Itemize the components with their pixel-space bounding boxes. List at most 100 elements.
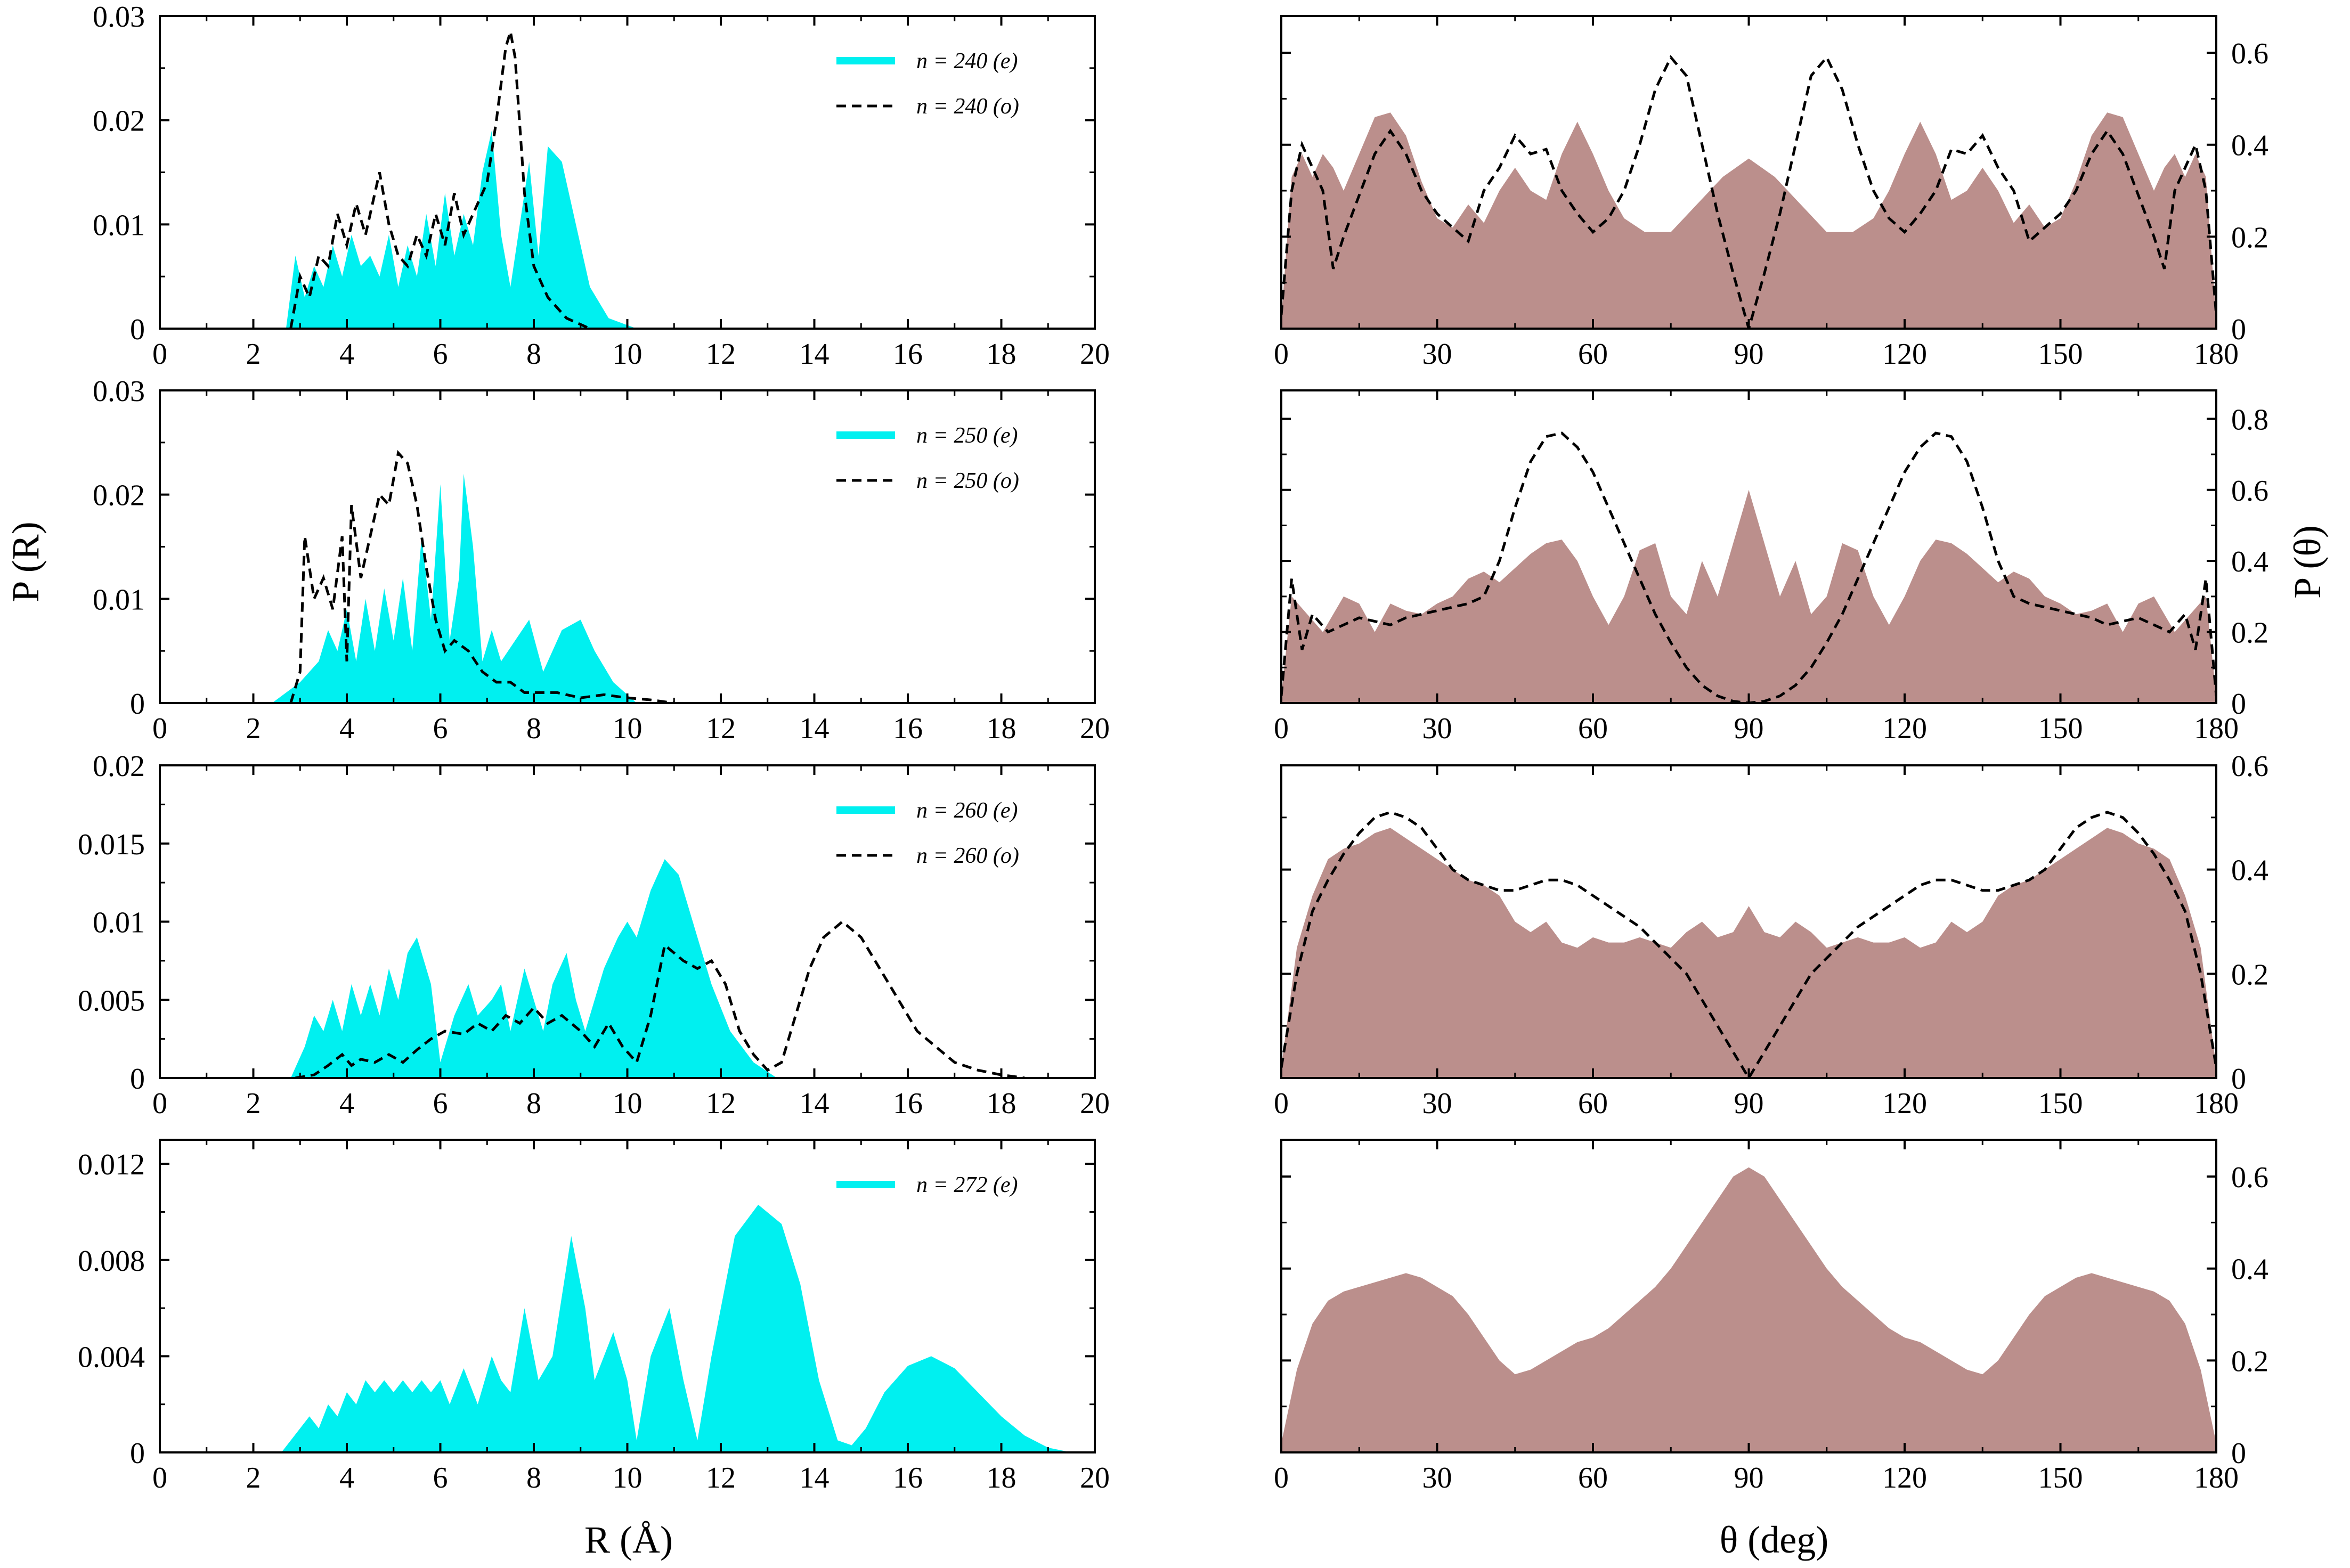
x-tick-label: 12 bbox=[706, 712, 736, 745]
series-fill-R-260-0 bbox=[290, 859, 777, 1078]
y-tick-label: 0.015 bbox=[78, 828, 145, 861]
plot-area bbox=[286, 31, 637, 329]
y-tick-label: 0.03 bbox=[93, 1, 145, 34]
x-tick-label: 12 bbox=[706, 1087, 736, 1120]
y-tick-label: 0.02 bbox=[93, 750, 145, 783]
x-tick-label: 30 bbox=[1422, 338, 1452, 371]
x-tick-label: 90 bbox=[1734, 712, 1764, 745]
x-tick-label: 18 bbox=[987, 338, 1017, 371]
x-tick-label: 14 bbox=[800, 1087, 830, 1120]
y-tick-label: 0.4 bbox=[2231, 854, 2268, 887]
x-tick-label: 150 bbox=[2038, 338, 2083, 371]
x-tick-label: 150 bbox=[2038, 1087, 2083, 1120]
series-line-theta-240-1 bbox=[1281, 55, 2216, 329]
plot-area bbox=[1281, 811, 2216, 1078]
x-tick-label: 18 bbox=[987, 1461, 1017, 1494]
x-tick-label: 20 bbox=[1080, 1087, 1110, 1120]
series-line-theta-250-1 bbox=[1281, 431, 2216, 703]
x-tick-label: 20 bbox=[1080, 338, 1110, 371]
plot-area bbox=[272, 450, 674, 703]
x-tick-label: 60 bbox=[1578, 1461, 1608, 1494]
panel-R-272: 0 2 4 6 8 10 12 14 16 18 20 0 0.004 0.008 0.012 n = 272… bbox=[78, 1139, 1110, 1494]
legend-label: n = 250 (e) bbox=[916, 423, 1018, 448]
series-fill-theta-250-0 bbox=[1281, 489, 2216, 703]
right-x-axis-label: θ (deg) bbox=[1720, 1518, 1828, 1561]
x-tick-label: 0 bbox=[1274, 338, 1289, 371]
x-tick-label: 10 bbox=[613, 712, 643, 745]
y-tick-label: 0.6 bbox=[2231, 37, 2268, 70]
x-tick-label: 0 bbox=[1274, 1461, 1289, 1494]
y-tick-label: 0.01 bbox=[93, 209, 145, 242]
x-tick-label: 2 bbox=[246, 1461, 261, 1494]
x-tick-label: 6 bbox=[433, 1087, 448, 1120]
x-tick-label: 180 bbox=[2194, 1087, 2239, 1120]
plot-area bbox=[290, 859, 1025, 1078]
x-tick-label: 90 bbox=[1734, 1087, 1764, 1120]
x-tick-label: 180 bbox=[2194, 1461, 2239, 1494]
x-tick-label: 180 bbox=[2194, 712, 2239, 745]
plot-area bbox=[1281, 1167, 2216, 1452]
x-tick-label: 0 bbox=[152, 1087, 167, 1120]
x-tick-label: 18 bbox=[987, 712, 1017, 745]
series-line-R-240-1 bbox=[289, 31, 591, 329]
y-tick-label: 0 bbox=[130, 1063, 145, 1096]
y-tick-label: 0.008 bbox=[78, 1245, 145, 1278]
x-tick-label: 20 bbox=[1080, 712, 1110, 745]
x-tick-label: 18 bbox=[987, 1087, 1017, 1120]
left-x-axis-label: R (Å) bbox=[584, 1518, 673, 1561]
x-tick-label: 10 bbox=[613, 1461, 643, 1494]
series-fill-R-272-0 bbox=[281, 1204, 1072, 1452]
y-tick-label: 0.012 bbox=[78, 1148, 145, 1181]
plot-area bbox=[281, 1204, 1072, 1452]
x-tick-label: 8 bbox=[526, 338, 541, 371]
x-tick-label: 120 bbox=[1882, 1461, 1927, 1494]
y-tick-label: 0.6 bbox=[2231, 475, 2268, 508]
x-tick-label: 30 bbox=[1422, 712, 1452, 745]
y-tick-label: 0.4 bbox=[2231, 129, 2268, 162]
x-tick-label: 150 bbox=[2038, 712, 2083, 745]
x-tick-label: 30 bbox=[1422, 1087, 1452, 1120]
series-fill-theta-272-0 bbox=[1281, 1167, 2216, 1452]
legend-label: n = 272 (e) bbox=[916, 1173, 1018, 1197]
x-tick-label: 14 bbox=[800, 338, 830, 371]
x-tick-label: 8 bbox=[526, 712, 541, 745]
right-y-axis-label: P (θ) bbox=[2286, 525, 2329, 599]
y-tick-label: 0.01 bbox=[93, 583, 145, 616]
x-tick-label: 16 bbox=[893, 712, 923, 745]
x-tick-label: 150 bbox=[2038, 1461, 2083, 1494]
plot-area bbox=[1281, 55, 2216, 329]
y-tick-label: 0.004 bbox=[78, 1341, 145, 1374]
x-tick-label: 12 bbox=[706, 1461, 736, 1494]
y-tick-label: 0.03 bbox=[93, 375, 145, 408]
x-tick-label: 120 bbox=[1882, 712, 1927, 745]
x-tick-label: 2 bbox=[246, 338, 261, 371]
x-tick-label: 12 bbox=[706, 338, 736, 371]
legend-label: n = 260 (o) bbox=[916, 844, 1019, 868]
x-tick-label: 4 bbox=[339, 338, 354, 371]
panel-R-240: 0 2 4 6 8 10 12 14 16 18 20 0 0.01 0.02 0.03 n = 240 (e… bbox=[93, 1, 1110, 371]
x-tick-label: 180 bbox=[2194, 338, 2239, 371]
legend-label: n = 260 (e) bbox=[916, 798, 1018, 823]
x-tick-label: 10 bbox=[613, 1087, 643, 1120]
y-tick-label: 0.2 bbox=[2231, 958, 2268, 991]
series-line-R-250-1 bbox=[289, 450, 674, 703]
x-tick-label: 14 bbox=[800, 1461, 830, 1494]
series-fill-R-250-0 bbox=[272, 473, 637, 703]
series-line-theta-260-1 bbox=[1281, 811, 2216, 1078]
x-tick-label: 60 bbox=[1578, 338, 1608, 371]
series-fill-theta-260-0 bbox=[1281, 828, 2216, 1078]
plot-area bbox=[1281, 431, 2216, 703]
y-tick-label: 0 bbox=[130, 313, 145, 346]
x-tick-label: 2 bbox=[246, 712, 261, 745]
x-tick-label: 16 bbox=[893, 1461, 923, 1494]
y-tick-label: 0.02 bbox=[93, 479, 145, 512]
x-tick-label: 20 bbox=[1080, 1461, 1110, 1494]
x-tick-label: 16 bbox=[893, 338, 923, 371]
y-tick-label: 0 bbox=[130, 688, 145, 721]
y-tick-label: 0.4 bbox=[2231, 545, 2268, 578]
